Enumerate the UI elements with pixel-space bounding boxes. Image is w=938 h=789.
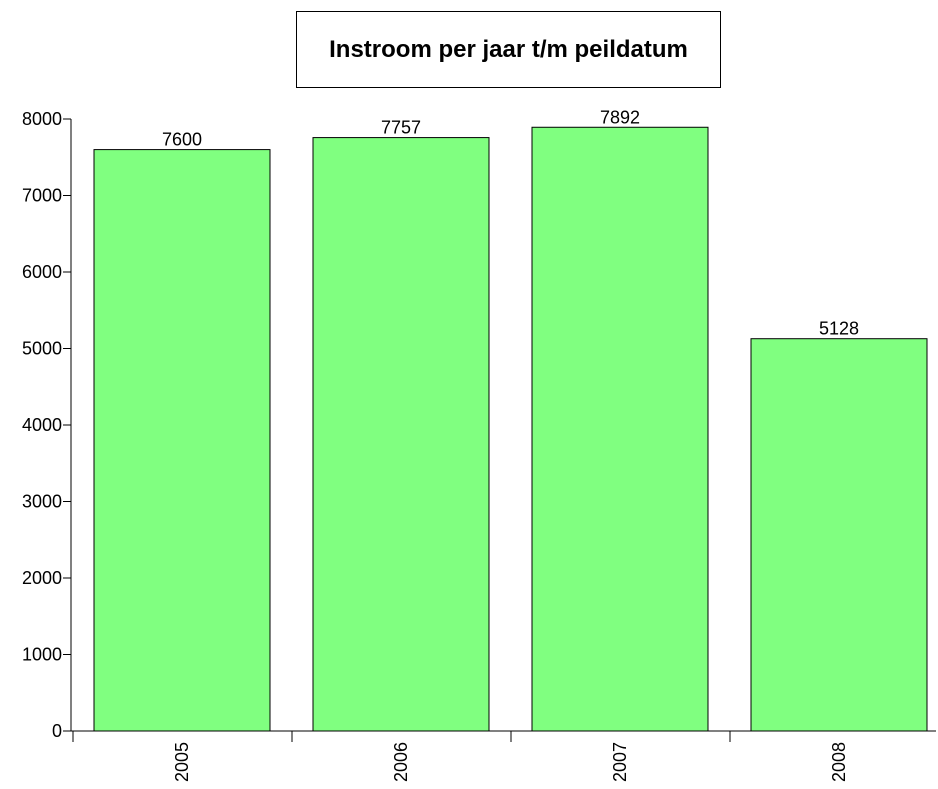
y-tick-label: 1000 [22,645,62,665]
bar [312,137,490,732]
bar [750,338,928,732]
x-tick-label: 2008 [829,742,849,782]
labels: 0 1000 2000 3000 4000 5000 6000 7000 8000 7600 200… [22,107,859,782]
y-tick-label: 2000 [22,568,62,588]
data-label: 5128 [819,319,859,339]
x-tick-label: 2007 [610,742,630,782]
y-tick-label: 6000 [22,262,62,282]
y-tick-label: 4000 [22,415,62,435]
x-tick-label: 2005 [172,742,192,782]
x-tick-label: 2006 [391,742,411,782]
y-tick-label: 7000 [22,186,62,206]
y-tick-label: 3000 [22,492,62,512]
bars [93,126,928,732]
y-tick-label: 0 [52,721,62,741]
data-label: 7600 [162,130,202,150]
bar [531,126,709,732]
data-label: 7757 [381,118,421,138]
data-label: 7892 [600,107,640,127]
y-tick-label: 5000 [22,339,62,359]
chart-title-box: Instroom per jaar t/m peildatum [296,11,721,88]
chart-title: Instroom per jaar t/m peildatum [329,35,688,63]
bar [93,149,271,732]
y-tick-label: 8000 [22,109,62,129]
